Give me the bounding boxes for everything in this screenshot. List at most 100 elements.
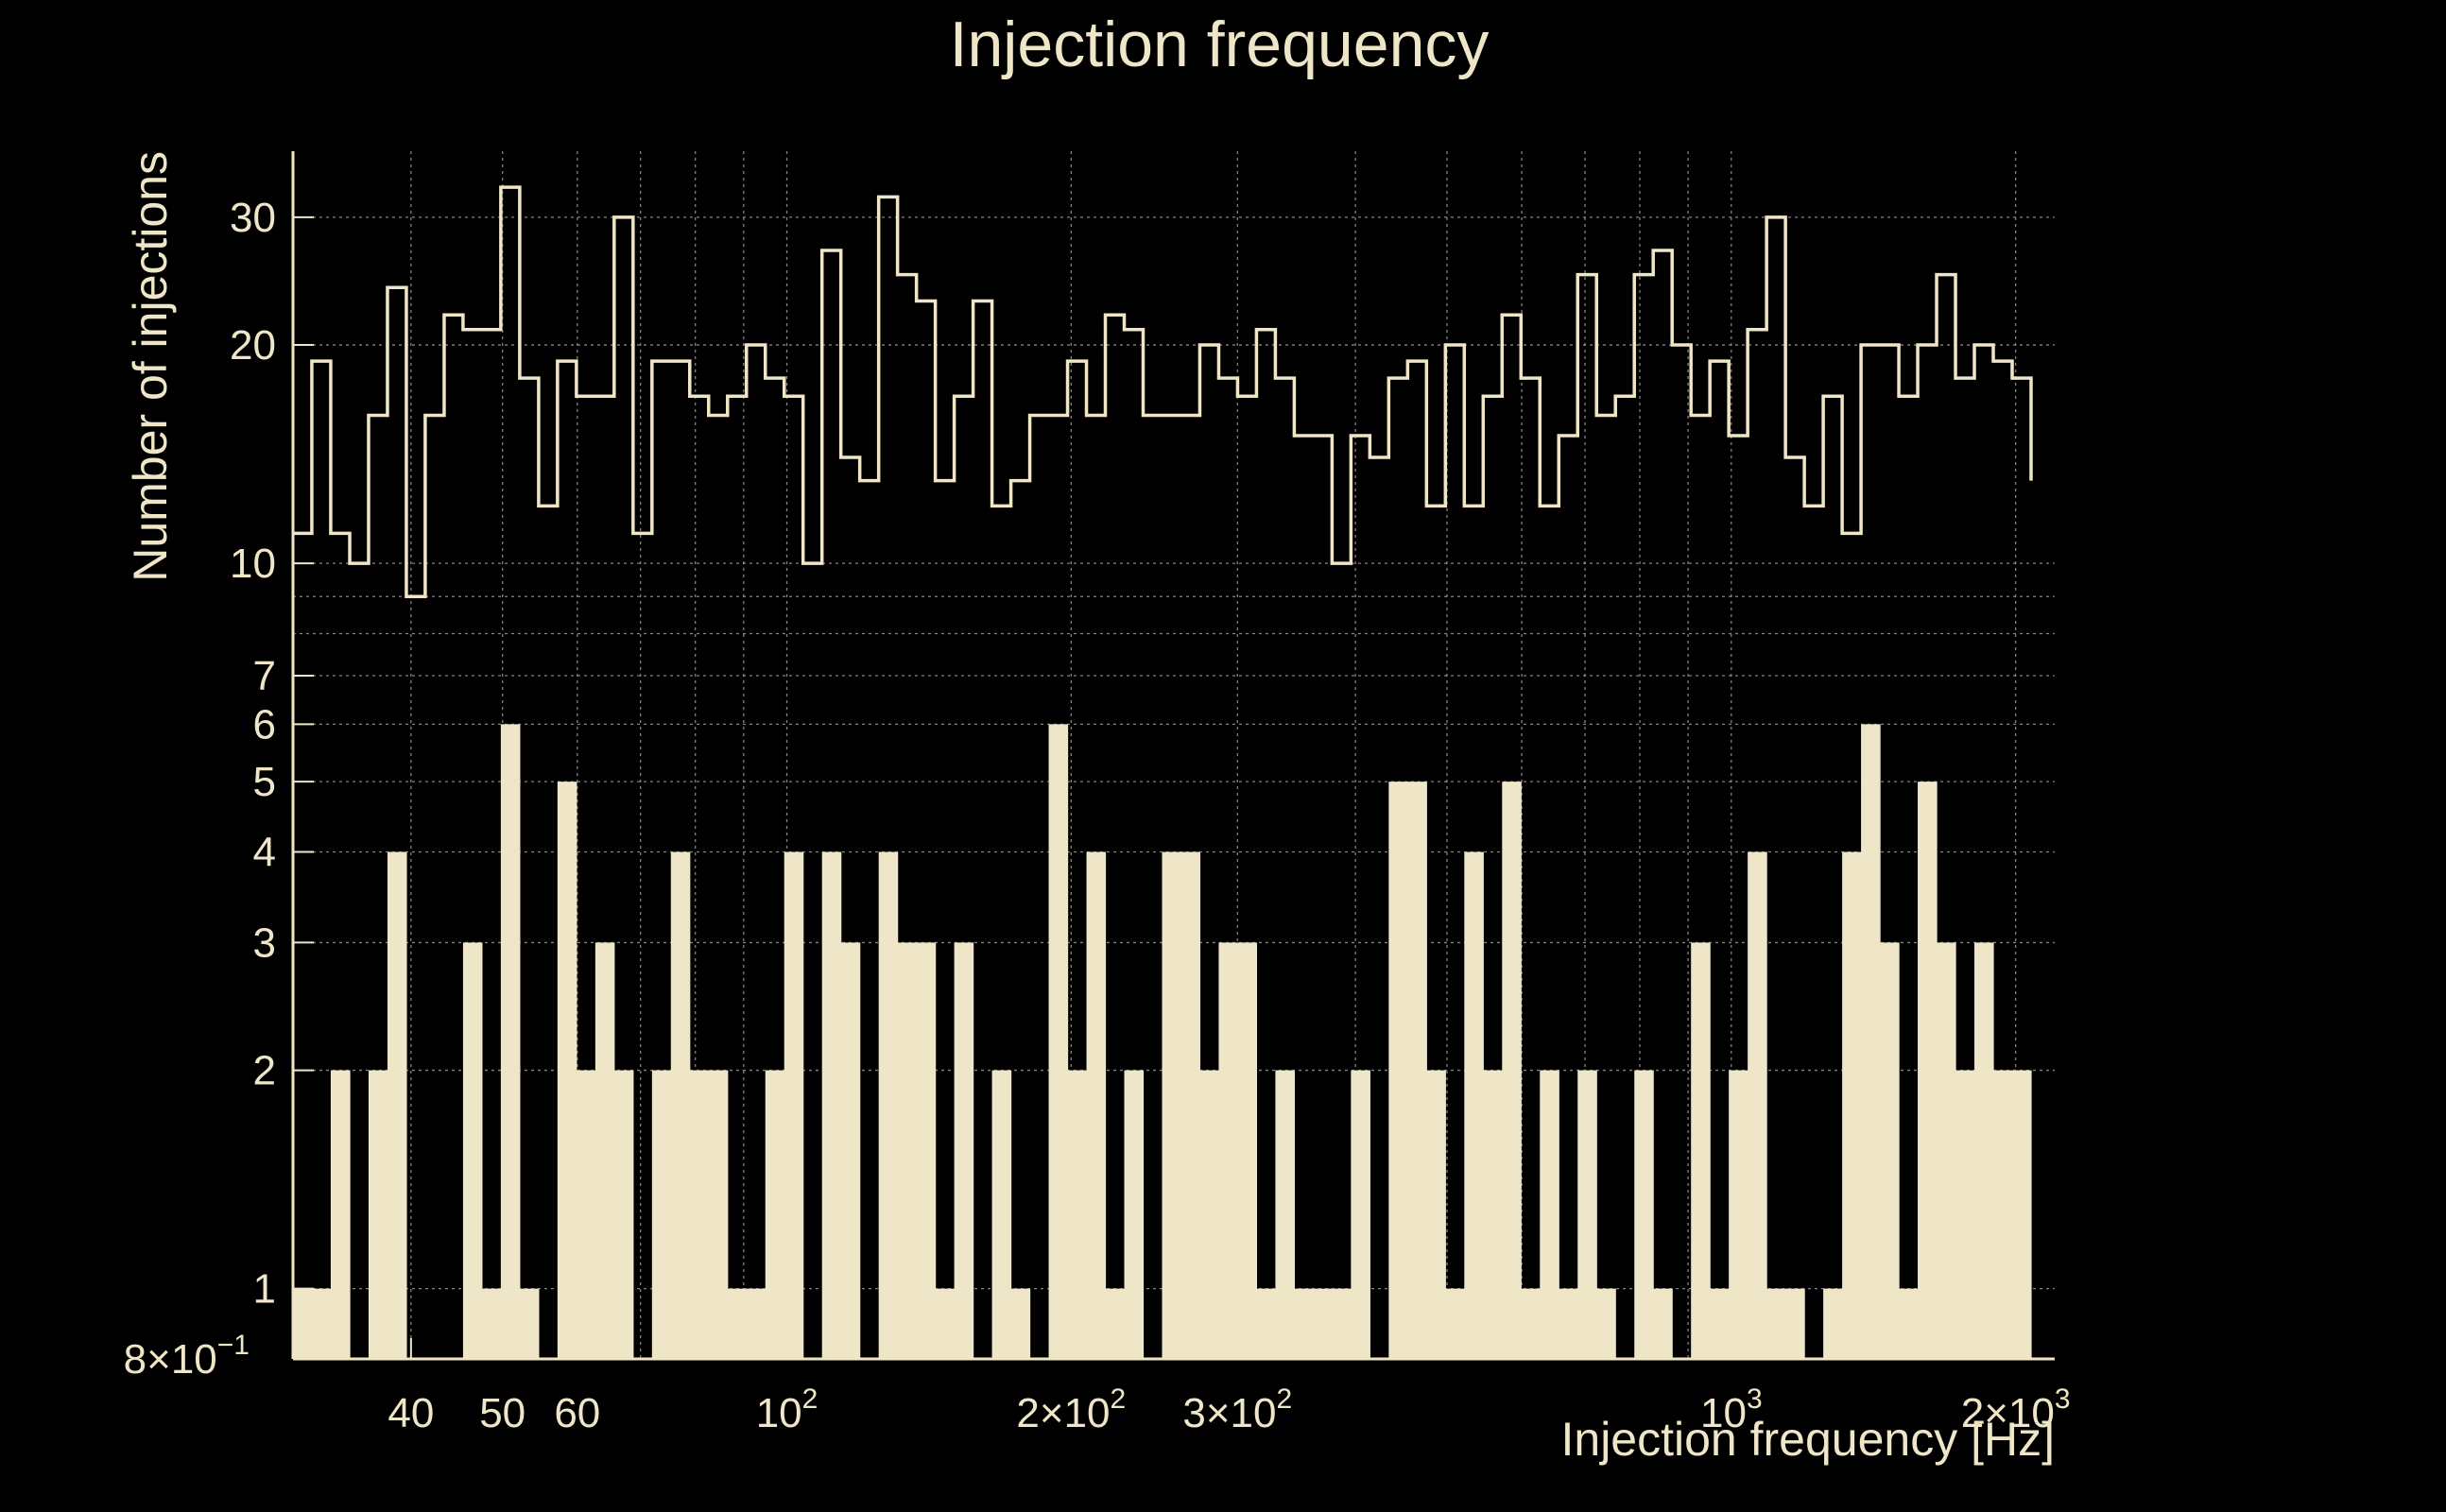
x-tick-label: 103 <box>1700 1383 1763 1436</box>
histogram-bar <box>1993 1070 2013 1359</box>
histogram-bar <box>1766 1288 1786 1359</box>
histogram-bar <box>1313 1288 1333 1359</box>
histogram-bar <box>1918 782 1938 1359</box>
y-tick-label: 2 <box>253 1048 276 1094</box>
histogram-bar <box>368 1070 388 1359</box>
histogram-bar <box>613 1070 634 1359</box>
histogram-bar <box>1974 942 1994 1359</box>
x-tick-label: 50 <box>479 1390 525 1436</box>
y-tick-label: 4 <box>253 830 276 876</box>
histogram-bar <box>991 1070 1012 1359</box>
histogram-bar <box>821 851 842 1359</box>
histogram-bar <box>689 1070 710 1359</box>
histogram-bar <box>519 1288 540 1359</box>
histogram-bar <box>878 851 899 1359</box>
histogram-bar <box>840 942 861 1359</box>
x-tick-label: 102 <box>756 1383 818 1436</box>
histogram-bar <box>1785 1288 1805 1359</box>
x-tick-label: 2×103 <box>1961 1383 2071 1436</box>
histogram-bar <box>1502 782 1522 1359</box>
histogram-bar <box>1521 1288 1541 1359</box>
histogram-bar <box>1899 1288 1919 1359</box>
histogram-bar <box>1407 782 1427 1359</box>
y-tick-label: 10 <box>230 541 276 587</box>
y-axis-label: Number of injections <box>124 151 177 582</box>
histogram-bar <box>651 1070 672 1359</box>
histogram-bar <box>500 724 521 1359</box>
histogram-bar <box>576 1070 596 1359</box>
y-tick-labels: 8×10−11 2 3 4 5 67 10 20 30 <box>124 195 276 1383</box>
x-tick-label: 2×102 <box>1016 1383 1126 1436</box>
y-tick-label: 3 <box>253 919 276 966</box>
histogram-bar <box>1237 942 1258 1359</box>
filled-histogram <box>293 724 2032 1359</box>
histogram-bar <box>1842 851 1862 1359</box>
y-tick-label: 8×10−1 <box>124 1330 250 1383</box>
histogram-bar <box>1691 942 1711 1359</box>
histogram-bar <box>1596 1288 1616 1359</box>
histogram-bar <box>1048 724 1069 1359</box>
histogram-bar <box>2011 1070 2032 1359</box>
x-axis-label: Injection frequency [Hz] <box>1561 1413 2056 1466</box>
histogram-bar <box>1256 1288 1277 1359</box>
histogram-bar <box>557 782 577 1359</box>
histogram-bar <box>1388 782 1408 1359</box>
histogram-bar <box>1937 942 1956 1359</box>
histogram-bar <box>1351 1070 1370 1359</box>
histogram-bar <box>1540 1070 1559 1359</box>
x-tick-labels: 40 50 60 102 2×102 3×102 103 2×103 <box>388 1383 2070 1436</box>
histogram-bar <box>1086 851 1107 1359</box>
y-tick-label: 30 <box>230 195 276 241</box>
y-tick-label: 7 <box>253 653 276 699</box>
histogram-bar <box>1124 1070 1145 1359</box>
histogram-bar <box>708 1070 729 1359</box>
histogram-bar <box>727 1288 748 1359</box>
y-tick-label: 5 <box>253 759 276 805</box>
histogram-bar <box>1332 1288 1352 1359</box>
histogram-bar <box>293 1288 313 1359</box>
histogram-bar <box>1577 1070 1597 1359</box>
histogram-bar <box>746 1288 767 1359</box>
histogram-bar <box>765 1070 785 1359</box>
histogram-bar <box>1294 1288 1314 1359</box>
histogram-bar <box>1218 942 1239 1359</box>
histogram-bar <box>462 942 483 1359</box>
histogram-bar <box>670 851 691 1359</box>
histogram-bar <box>1823 1288 1843 1359</box>
axes <box>291 151 2055 1361</box>
histogram-bar <box>897 942 918 1359</box>
histogram-bar <box>1067 1070 1088 1359</box>
histogram-bar <box>1199 1070 1220 1359</box>
histogram-bar <box>1010 1288 1031 1359</box>
y-tick-label: 6 <box>253 701 276 747</box>
y-tick-label: 20 <box>230 322 276 369</box>
histogram-bar <box>1880 942 1900 1359</box>
histogram-bar <box>1559 1288 1578 1359</box>
histogram-bar <box>311 1288 332 1359</box>
histogram-bar <box>481 1288 502 1359</box>
histogram-bar <box>1634 1070 1654 1359</box>
y-tick-label: 1 <box>253 1266 276 1313</box>
histogram-bar <box>387 851 407 1359</box>
histogram-bar <box>954 942 974 1359</box>
histogram-bar <box>1861 724 1881 1359</box>
histogram-bar <box>1180 851 1201 1359</box>
histogram-bar <box>1426 1070 1446 1359</box>
histogram-bar <box>1955 1070 1975 1359</box>
histogram-bar <box>1710 1288 1730 1359</box>
histogram-bar <box>1653 1288 1673 1359</box>
histogram-bar <box>916 942 937 1359</box>
chart-title: Injection frequency <box>950 9 1490 80</box>
x-tick-label: 40 <box>388 1390 434 1436</box>
x-tick-label: 60 <box>554 1390 600 1436</box>
histogram-bar <box>1162 851 1182 1359</box>
histogram-bar <box>594 942 615 1359</box>
outline-histogram <box>293 185 2033 598</box>
histogram-bar <box>1275 1070 1296 1359</box>
histogram-bar <box>330 1070 351 1359</box>
histogram-bar <box>1748 851 1767 1359</box>
histogram-bar <box>935 1288 956 1359</box>
histogram-bar <box>1105 1288 1126 1359</box>
histogram-bar <box>784 851 804 1359</box>
